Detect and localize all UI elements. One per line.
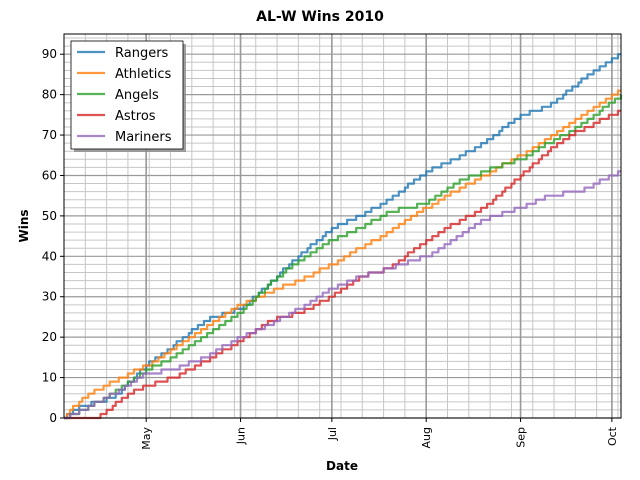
plot-frame <box>63 33 622 419</box>
y-tick-label: 20 <box>42 330 57 344</box>
legend-label: Angels <box>115 88 159 103</box>
x-tick-label: Oct <box>606 426 619 446</box>
x-tick-label: May <box>140 427 153 450</box>
legend-label: Athletics <box>115 67 171 82</box>
series-line-angels <box>64 94 623 420</box>
y-tick-label: 30 <box>42 290 57 304</box>
chart-title: AL-W Wins 2010 <box>256 9 384 25</box>
y-axis: 0 10 20 30 40 50 60 70 80 90 <box>42 47 64 425</box>
legend-label: Mariners <box>115 130 172 145</box>
x-axis: May Jun Jul Aug Sep Oct <box>140 418 619 450</box>
legend-label: Astros <box>115 109 156 124</box>
x-tick-label: Sep <box>515 427 528 448</box>
series-line-rangers <box>64 53 621 420</box>
series-line-mariners <box>64 170 621 420</box>
y-tick-label: 70 <box>42 128 57 142</box>
y-tick-label: 80 <box>42 88 57 102</box>
x-tick-label: Jul <box>326 427 339 441</box>
y-tick-label: 0 <box>49 411 57 425</box>
y-tick-label: 40 <box>42 249 57 263</box>
y-tick-label: 50 <box>42 209 57 223</box>
y-tick-label: 60 <box>42 168 57 182</box>
legend-box <box>70 40 184 150</box>
legend-label: Rangers <box>115 46 169 61</box>
legend: Rangers Athletics Angels Astros Mariners <box>70 40 186 152</box>
x-tick-label: Jun <box>235 427 248 445</box>
y-axis-label: Wins <box>17 209 31 242</box>
x-axis-label: Date <box>326 459 358 473</box>
series-lines <box>64 53 623 420</box>
x-tick-label: Aug <box>420 427 433 448</box>
y-tick-label: 10 <box>42 371 57 385</box>
y-tick-label: 90 <box>42 47 57 61</box>
